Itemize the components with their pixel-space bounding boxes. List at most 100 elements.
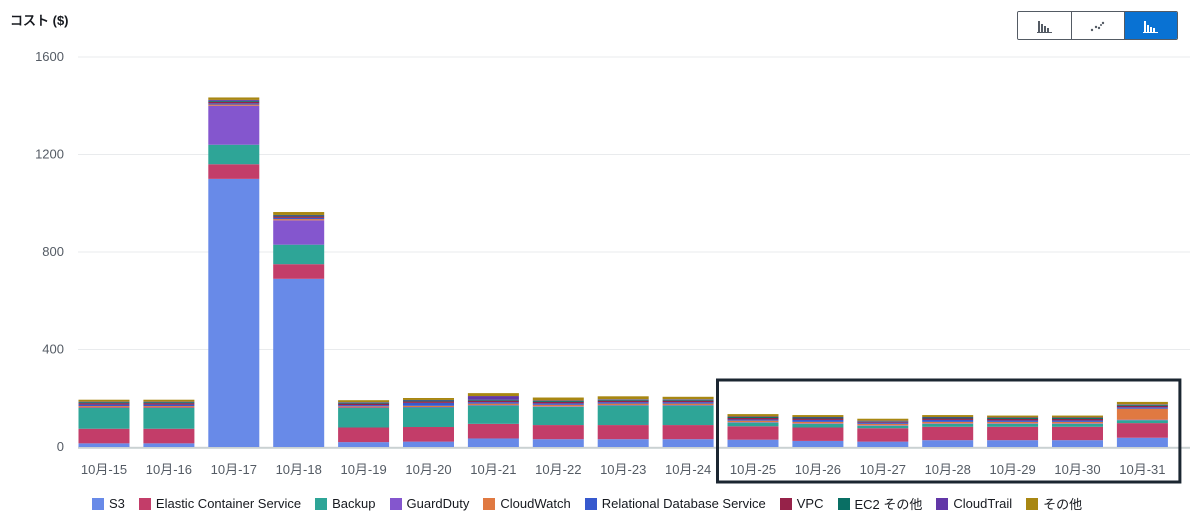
bar-segment [1052, 415, 1103, 418]
bar-segment [662, 403, 714, 406]
legend-label: EC2 その他 [854, 497, 923, 512]
bar-segment [792, 423, 844, 428]
bar-segment [857, 441, 909, 447]
bar-segment [922, 440, 974, 447]
bar-segment [727, 439, 779, 447]
x-tick-label: 10月-27 [860, 462, 906, 477]
bar-segment [338, 408, 390, 428]
bar-segment [727, 422, 779, 427]
bar-segment [532, 439, 584, 447]
bar-segment [273, 244, 325, 265]
bar-segment [597, 399, 649, 401]
legend-swatch [483, 497, 496, 510]
bar-segment [987, 421, 1039, 424]
bar-segment [273, 264, 325, 279]
bar-segment [857, 418, 909, 421]
bar-segment [662, 399, 714, 401]
bar-segment [467, 399, 519, 401]
bar-segment [922, 417, 974, 419]
bar-segment [922, 426, 974, 441]
bar-segment [78, 406, 130, 408]
bar-segment [273, 216, 325, 218]
legend-label: その他 [1043, 497, 1083, 512]
x-tick-label: 10月-29 [989, 462, 1035, 477]
bar-segment [208, 144, 260, 165]
bar-segment [987, 426, 1039, 441]
bar-segment [727, 426, 779, 440]
legend-label: S3 [109, 496, 125, 511]
bar-segment [1052, 418, 1103, 421]
bar-segment [467, 438, 519, 447]
bar-segment [922, 415, 974, 418]
legend-item[interactable]: CloudWatch [483, 496, 571, 511]
bar-segment [987, 418, 1039, 421]
bar-segment [403, 401, 454, 403]
bar-segment [78, 403, 130, 405]
stacked-bar-chart-button[interactable] [1124, 12, 1177, 39]
x-tick-label: 10月-23 [600, 462, 646, 477]
line-chart-button[interactable] [1071, 12, 1124, 39]
bar-segment [1116, 437, 1168, 447]
bar-segment [208, 97, 260, 100]
bar-segment [78, 428, 130, 444]
legend-swatch [389, 497, 402, 510]
y-tick-label: 0 [57, 439, 64, 454]
legend-label: CloudWatch [500, 496, 571, 511]
bar-chart-button[interactable] [1018, 12, 1071, 39]
bar-segment [1116, 420, 1168, 424]
bar-segment [532, 401, 584, 404]
stacked-bar-chart: 0 400 800 1200 1600 10月-15 10月-16 10月-17 10月-18 1… [35, 49, 1190, 484]
legend-item[interactable]: S3 [92, 496, 125, 511]
legend-item[interactable]: Elastic Container Service [138, 496, 302, 511]
legend-item[interactable]: GuardDuty [389, 496, 469, 511]
legend-item[interactable]: CloudTrail [936, 496, 1012, 511]
bar-segment [597, 400, 649, 403]
legend-label: Relational Database Service [601, 496, 766, 511]
bar-segment [143, 408, 195, 429]
x-tick-label: 10月-30 [1054, 462, 1100, 477]
bar-segment [143, 406, 195, 408]
bar-segment [1116, 407, 1168, 409]
bar-segment [338, 400, 390, 403]
legend-item[interactable]: Backup [315, 496, 376, 511]
bar-segment [987, 423, 1039, 427]
bar-segment [1116, 408, 1168, 420]
bar-segment [467, 402, 519, 404]
bar-segment [1052, 421, 1103, 424]
y-axis-title: コスト ($) [10, 13, 69, 28]
bar-segment [78, 408, 130, 429]
legend-item[interactable]: その他 [1026, 494, 1082, 513]
bar-segment [338, 405, 390, 407]
legend-item[interactable]: VPC [779, 496, 824, 511]
bar-segment [403, 407, 454, 428]
highlight-box [716, 378, 1182, 484]
bar-segment [208, 99, 260, 101]
x-tick-label: 10月-15 [81, 462, 127, 477]
bar-segment [208, 103, 260, 105]
bar-segment [857, 425, 909, 429]
bar-segment [273, 212, 325, 215]
bar-segment [1052, 423, 1103, 427]
bar-segment [338, 402, 390, 404]
bar-segment [273, 215, 325, 217]
bar-segment [143, 443, 195, 447]
bar-segment [1116, 423, 1168, 438]
bar-segment [273, 278, 325, 447]
legend-item[interactable]: Relational Database Service [584, 496, 766, 511]
bar-segment [922, 421, 974, 424]
bar-segment [532, 404, 584, 407]
x-tick-label: 10月-25 [730, 462, 776, 477]
legend-label: CloudTrail [953, 496, 1013, 511]
bar-segment [78, 404, 130, 407]
bar-chart-icon [1036, 20, 1052, 33]
legend-item[interactable]: EC2 その他 [837, 494, 923, 513]
x-tick-label: 10月-26 [795, 462, 841, 477]
line-chart-icon [1090, 21, 1105, 31]
bar-segment [792, 419, 844, 422]
legend-swatch [779, 497, 792, 510]
bar-segment [662, 425, 714, 440]
bar-segment [597, 425, 649, 440]
legend-label: Elastic Container Service [155, 496, 302, 511]
legend-swatch [936, 497, 949, 510]
stacked-bar-chart-icon [1143, 20, 1158, 33]
